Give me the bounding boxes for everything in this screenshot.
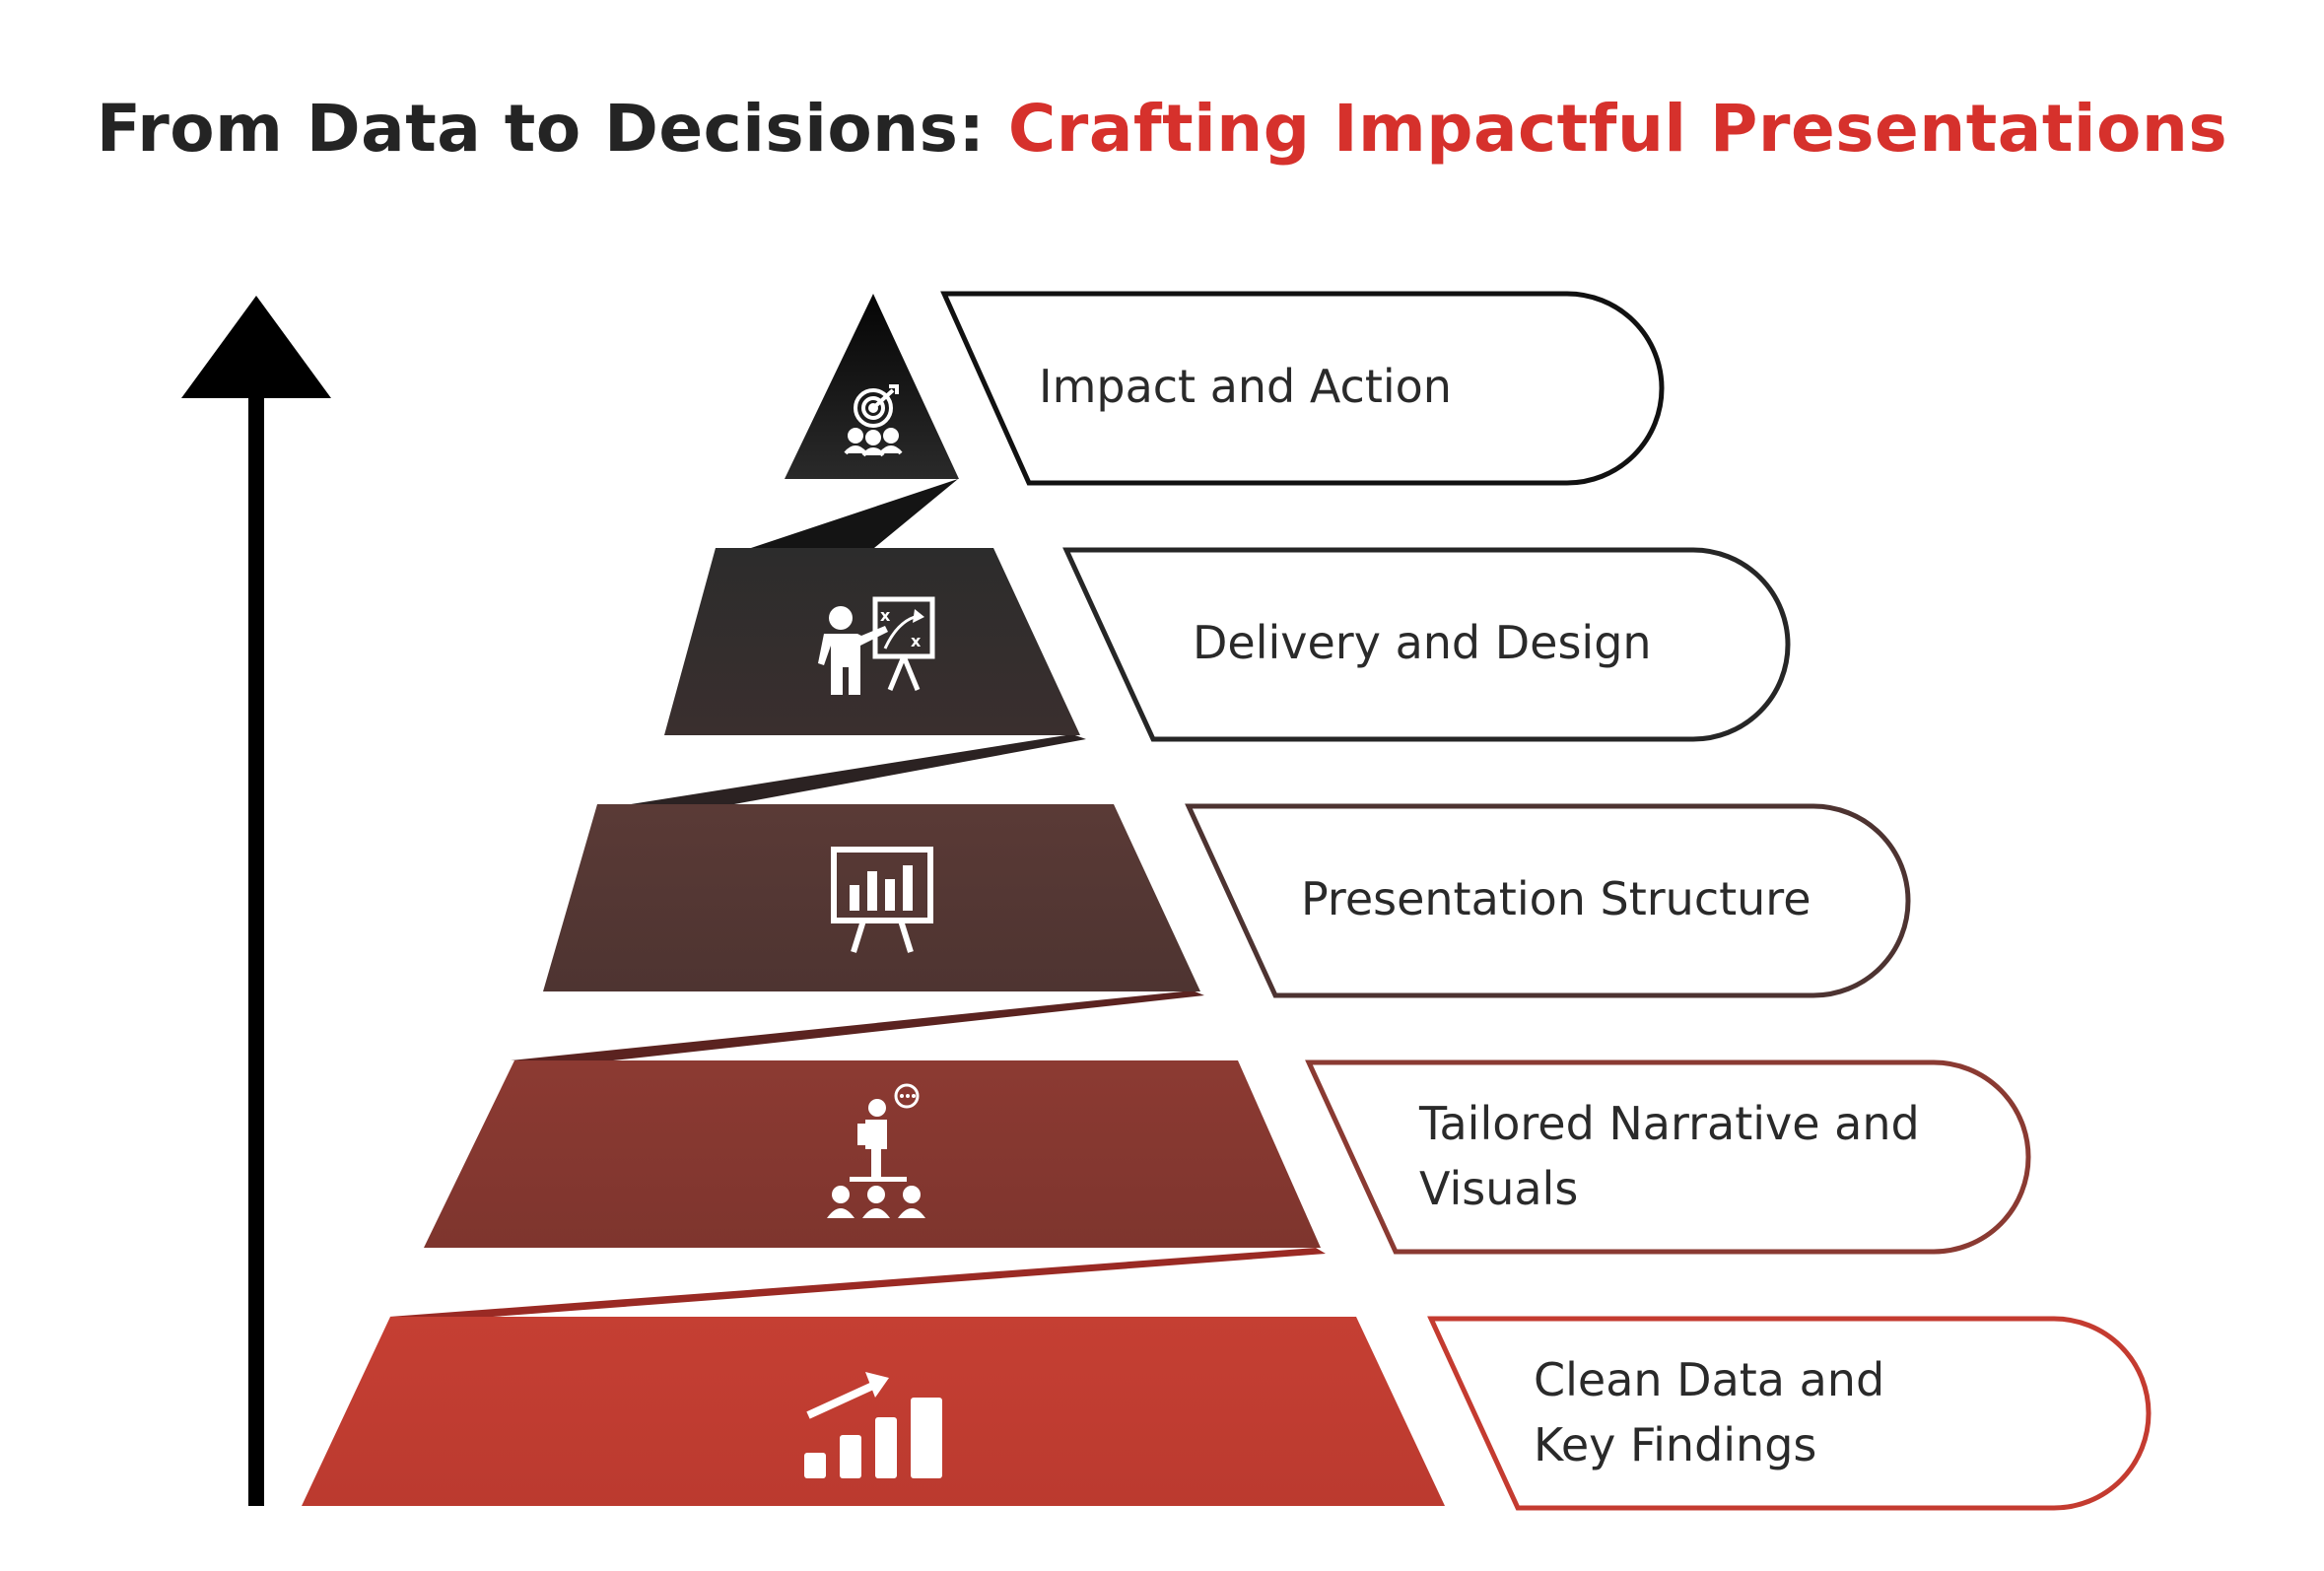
label-5-line-2: Key Findings bbox=[1534, 1418, 1816, 1471]
svg-text:x: x bbox=[880, 606, 891, 625]
label-2-line-1: Delivery and Design bbox=[1193, 616, 1652, 669]
target-team-icon bbox=[844, 384, 903, 457]
pyramid-connectors bbox=[389, 479, 1326, 1317]
growth-bar-chart-icon bbox=[804, 1372, 942, 1478]
label-tab-1: Impact and Action bbox=[940, 291, 1665, 486]
progress-arrow bbox=[181, 296, 331, 1506]
label-4-line-2: Visuals bbox=[1419, 1162, 1578, 1215]
title-part-1: From Data to Decisions: bbox=[96, 91, 986, 167]
presenter-strategy-board-icon: x x bbox=[818, 596, 935, 695]
svg-text:x: x bbox=[911, 632, 922, 650]
label-5-line-1: Clean Data and bbox=[1534, 1353, 1884, 1406]
page-title: From Data to Decisions: Crafting Impactf… bbox=[0, 91, 2324, 167]
pyramid-level-5 bbox=[302, 1317, 1445, 1506]
label-4-line-1: Tailored Narrative and bbox=[1418, 1097, 1920, 1150]
label-3-line-1: Presentation Structure bbox=[1301, 872, 1811, 925]
pyramid-level-2 bbox=[664, 548, 1080, 735]
speaker-audience-icon bbox=[827, 1083, 925, 1218]
label-1-line-1: Impact and Action bbox=[1039, 360, 1452, 413]
label-tab-5: Clean Data and Key Findings bbox=[1427, 1316, 2152, 1511]
label-tab-3: Presentation Structure bbox=[1185, 803, 1911, 998]
bar-chart-easel-icon bbox=[831, 847, 933, 953]
label-tab-4: Tailored Narrative and Visuals bbox=[1305, 1059, 2031, 1255]
label-tab-2: Delivery and Design bbox=[1062, 547, 1791, 742]
title-part-2: Crafting Impactful Presentations bbox=[1007, 91, 2228, 167]
pyramid-level-1 bbox=[785, 294, 959, 479]
